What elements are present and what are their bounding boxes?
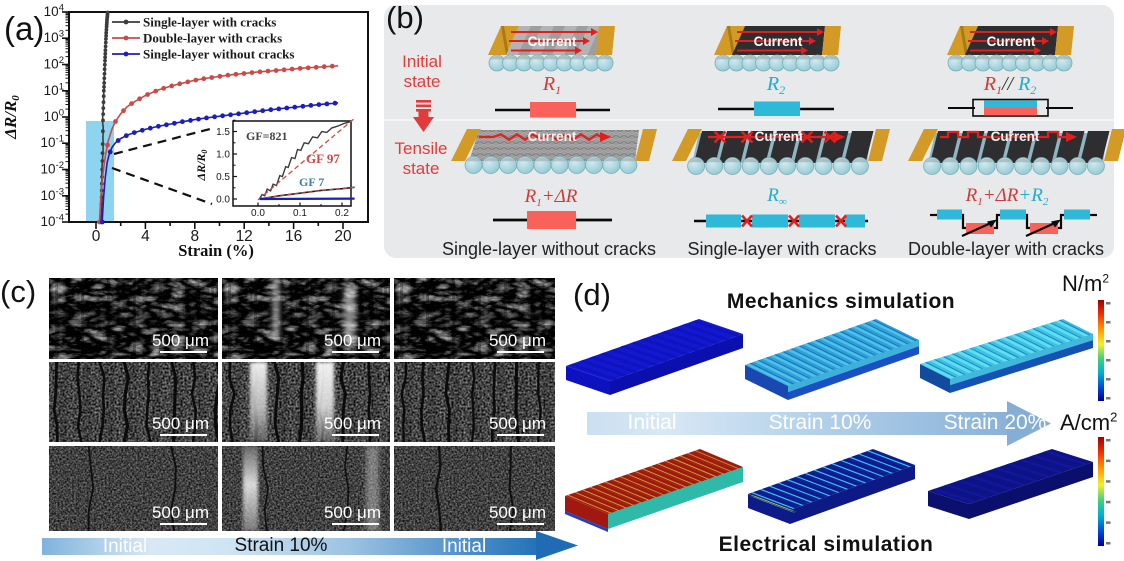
svg-text:ΔR/R0: ΔR/R0 [1,95,22,140]
svg-text:Single-layer with cracks: Single-layer with cracks [143,15,276,30]
svg-text:4: 4 [141,228,150,245]
svg-text:ΔR/R0: ΔR/R0 [194,150,209,182]
svg-text:Double-layer with cracks: Double-layer with cracks [143,31,282,46]
svg-text:1.0: 1.0 [216,150,230,161]
svg-text:0.2: 0.2 [335,208,349,219]
svg-text:0: 0 [92,228,101,245]
svg-text:Strain (%): Strain (%) [178,241,254,260]
svg-text:0.1: 0.1 [293,208,307,219]
svg-text:GF 97: GF 97 [306,151,340,166]
svg-text:0.5: 0.5 [216,172,230,183]
svg-text:12: 12 [236,228,253,245]
svg-text:Single-layer without cracks: Single-layer without cracks [143,47,294,62]
svg-text:GF 7: GF 7 [299,175,324,189]
svg-text:20: 20 [334,228,352,245]
svg-text:0.0: 0.0 [216,195,230,206]
svg-text:16: 16 [285,228,302,245]
svg-text:8: 8 [190,228,199,245]
svg-text:GF=821: GF=821 [246,129,288,143]
svg-text:1.5: 1.5 [216,127,230,138]
svg-text:0.0: 0.0 [251,208,265,219]
